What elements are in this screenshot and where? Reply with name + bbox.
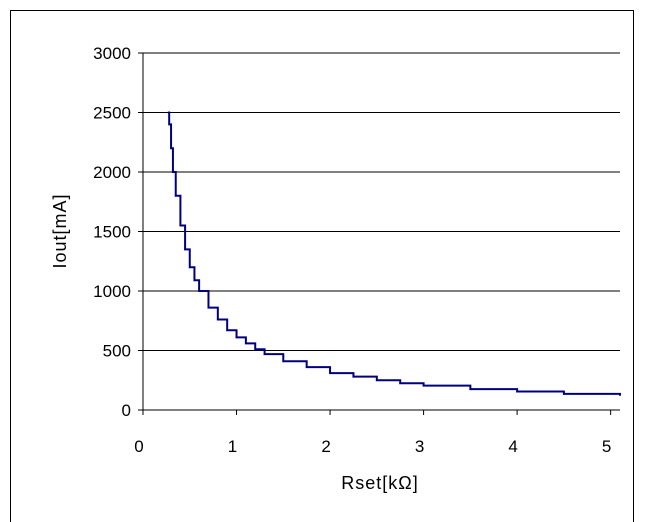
data-point — [167, 111, 170, 114]
x-tick-label: 2 — [321, 437, 330, 456]
series-line — [168, 111, 621, 396]
data-point — [207, 306, 210, 309]
x-tick-label: 1 — [228, 437, 237, 456]
x-tick-label: 0 — [134, 437, 143, 456]
data-point — [172, 171, 174, 173]
data-point — [193, 279, 196, 282]
y-tick-label: 1500 — [93, 223, 131, 242]
y-tick-label: 0 — [122, 401, 131, 420]
data-point — [282, 360, 285, 363]
x-tick-label: 4 — [508, 437, 517, 456]
data-point — [254, 348, 257, 351]
y-tick-label: 2000 — [93, 163, 131, 182]
data-point — [226, 329, 229, 332]
y-tick-label: 2500 — [93, 104, 131, 123]
x-tick-label: 3 — [415, 437, 424, 456]
y-tick-label: 500 — [103, 342, 131, 361]
series-group — [167, 111, 621, 397]
x-axis-label: Rset[kΩ] — [341, 473, 418, 493]
x-tick-label: 5 — [602, 437, 611, 456]
y-tick-label: 1000 — [93, 282, 131, 301]
y-tick-label: 3000 — [93, 44, 131, 63]
data-point — [469, 388, 472, 391]
data-point — [263, 353, 266, 355]
data-point — [422, 384, 425, 387]
data-point — [216, 318, 219, 321]
x-tick-labels: 0 1 2 3 4 5 — [134, 437, 611, 456]
chart-frame — [10, 10, 634, 522]
data-point — [170, 147, 172, 150]
data-point — [375, 379, 378, 382]
data-point — [198, 290, 201, 292]
data-point — [562, 393, 565, 395]
axes — [138, 52, 620, 415]
data-point — [179, 224, 182, 227]
data-point — [352, 375, 355, 378]
data-point — [305, 366, 308, 369]
data-point — [399, 382, 402, 385]
data-point — [619, 394, 621, 397]
data-point — [174, 194, 177, 197]
data-point — [235, 336, 238, 339]
y-tick-labels: 0 500 1000 1500 2000 2500 3000 — [93, 44, 131, 420]
gridlines — [143, 52, 620, 351]
y-axis-label: Iout[mA] — [50, 193, 70, 268]
data-point — [516, 390, 519, 393]
data-point — [329, 372, 331, 375]
data-point — [244, 342, 247, 345]
data-point — [184, 248, 186, 251]
data-point — [188, 266, 191, 269]
data-point — [168, 123, 171, 126]
